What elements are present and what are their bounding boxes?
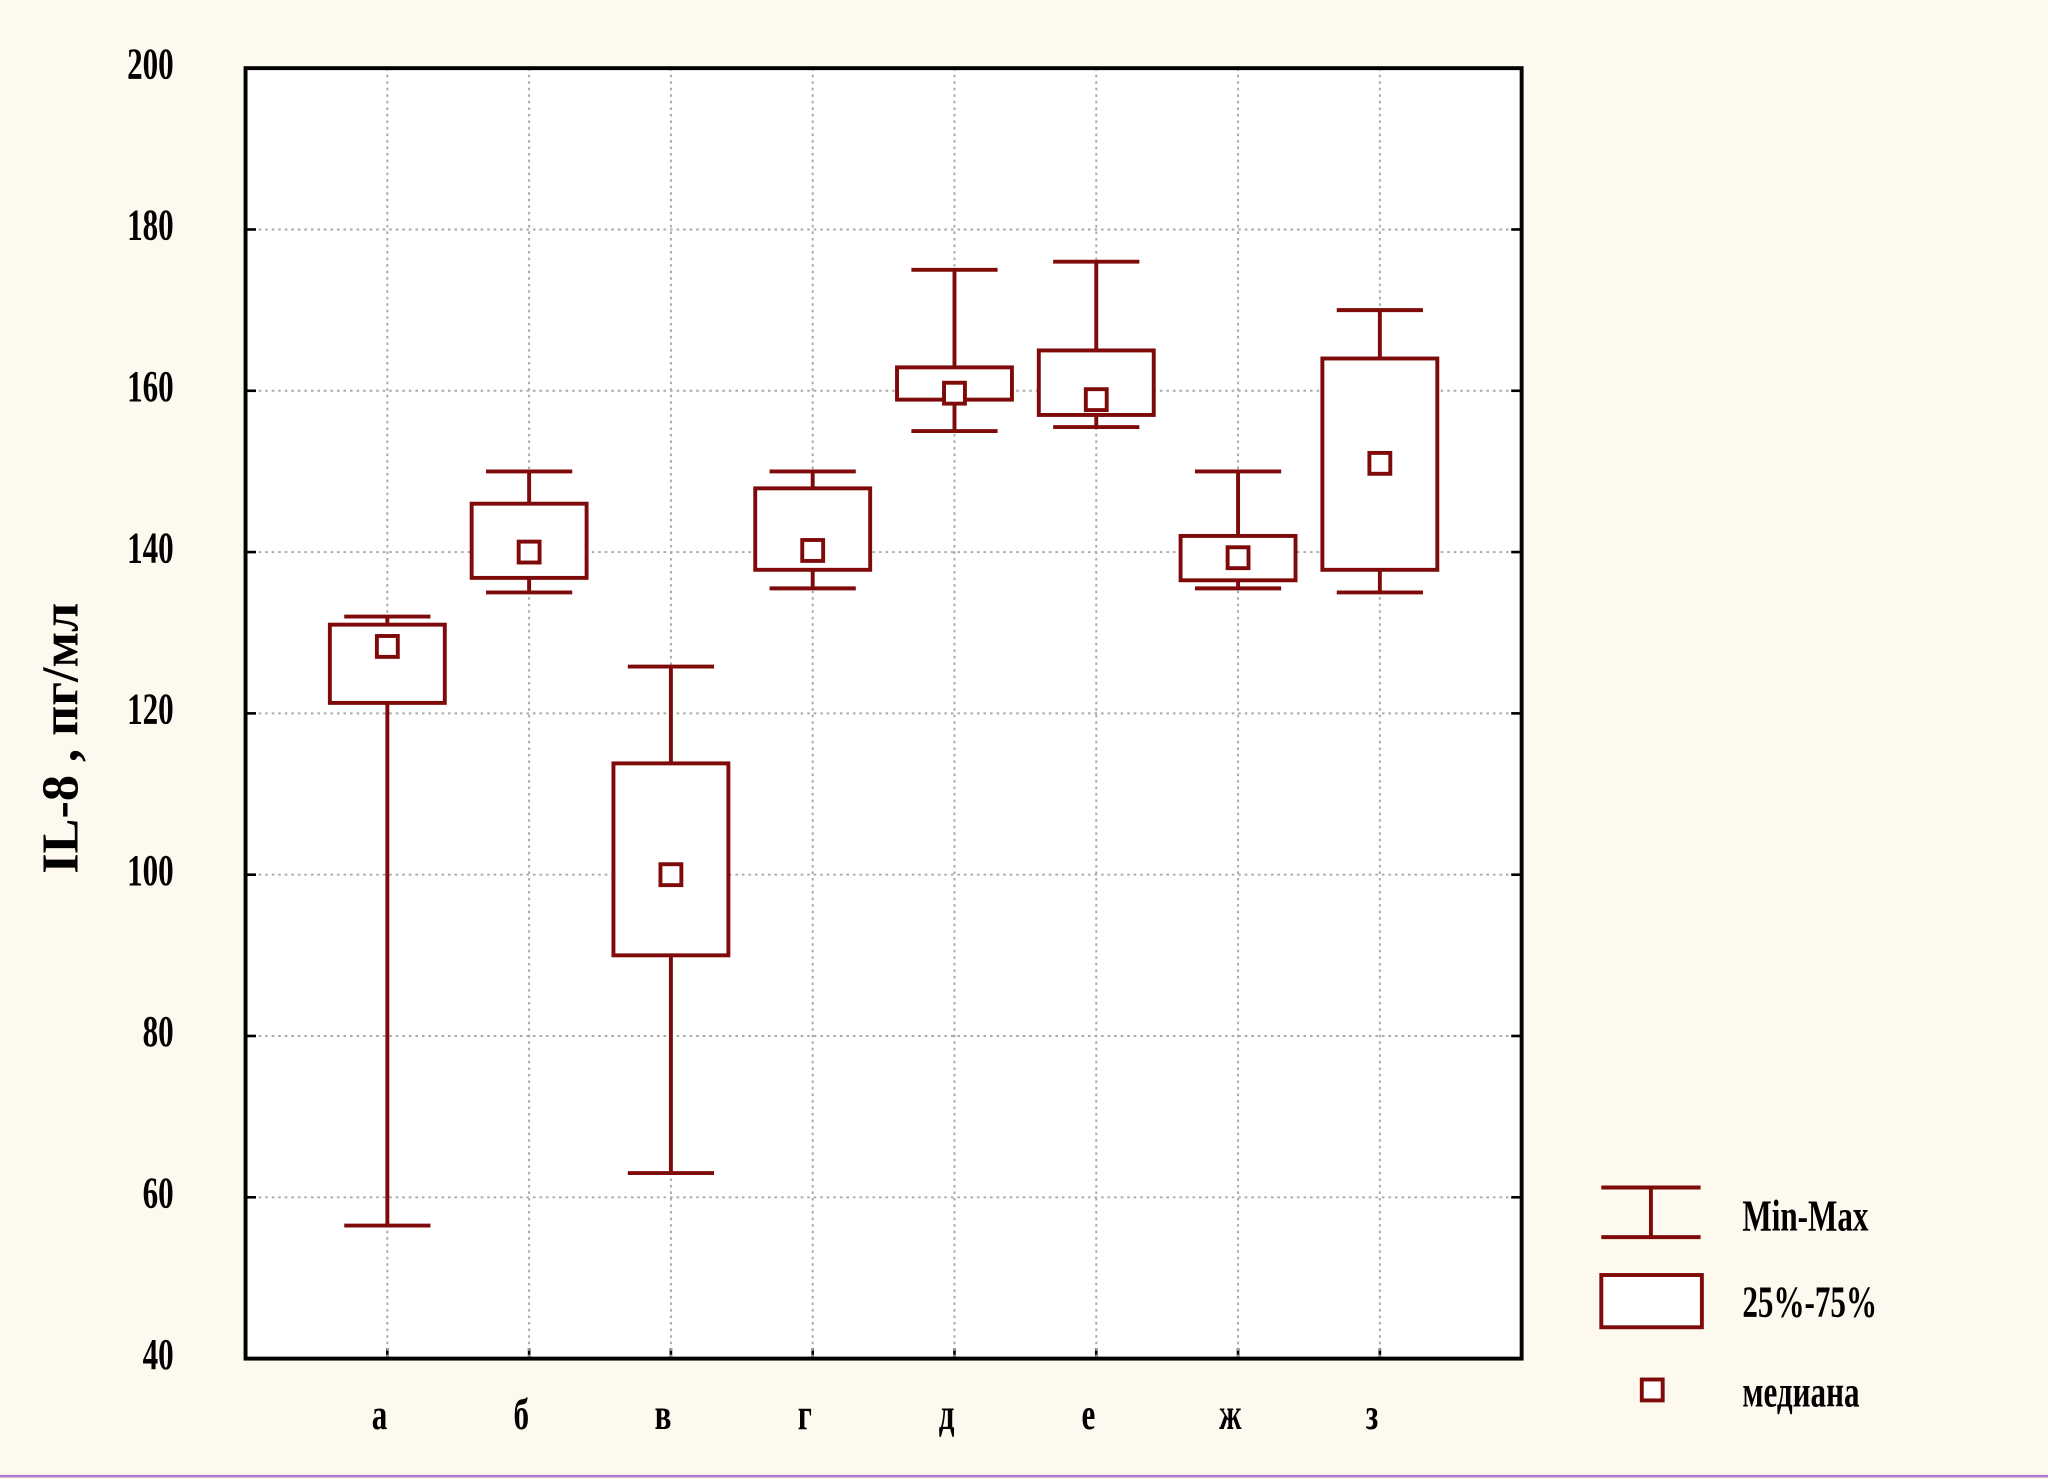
plot-area [245, 68, 1522, 1359]
y-axis-label: IL-8 , пг/мл [31, 603, 89, 874]
y-tick-label: 120 [127, 685, 174, 734]
legend-label: 25%-75% [1742, 1278, 1877, 1327]
x-tick-label: з [1366, 1391, 1378, 1440]
box [1320, 356, 1440, 572]
x-tick-label: в [655, 1391, 672, 1440]
legend-label: медиана [1742, 1368, 1859, 1417]
median [1083, 387, 1109, 413]
median [374, 634, 400, 659]
legend-median [1639, 1377, 1665, 1403]
y-tick-label: 140 [127, 524, 174, 573]
x-tick-label: ж [1219, 1391, 1242, 1440]
x-tick-label: а [372, 1391, 388, 1440]
median [1367, 450, 1393, 476]
legend-box [1599, 1273, 1704, 1330]
y-tick-label: 80 [143, 1008, 174, 1057]
median [800, 538, 826, 563]
y-tick-label: 100 [127, 847, 174, 896]
median [942, 380, 967, 406]
y-tick-label: 160 [127, 363, 174, 412]
x-tick-label: д [939, 1391, 955, 1440]
plot-frame [243, 66, 1524, 1361]
median [658, 862, 684, 888]
x-tick-label: г [798, 1391, 812, 1440]
median [1225, 545, 1251, 571]
y-tick-label: 60 [143, 1169, 174, 1218]
y-tick-label: 200 [127, 40, 174, 89]
x-tick-label: б [514, 1391, 530, 1440]
y-tick-label: 180 [127, 201, 174, 250]
box [611, 761, 731, 958]
legend-label: Min-Max [1742, 1192, 1868, 1241]
median [516, 539, 542, 565]
x-tick-label: е [1082, 1391, 1096, 1440]
y-tick-label: 40 [143, 1331, 174, 1380]
